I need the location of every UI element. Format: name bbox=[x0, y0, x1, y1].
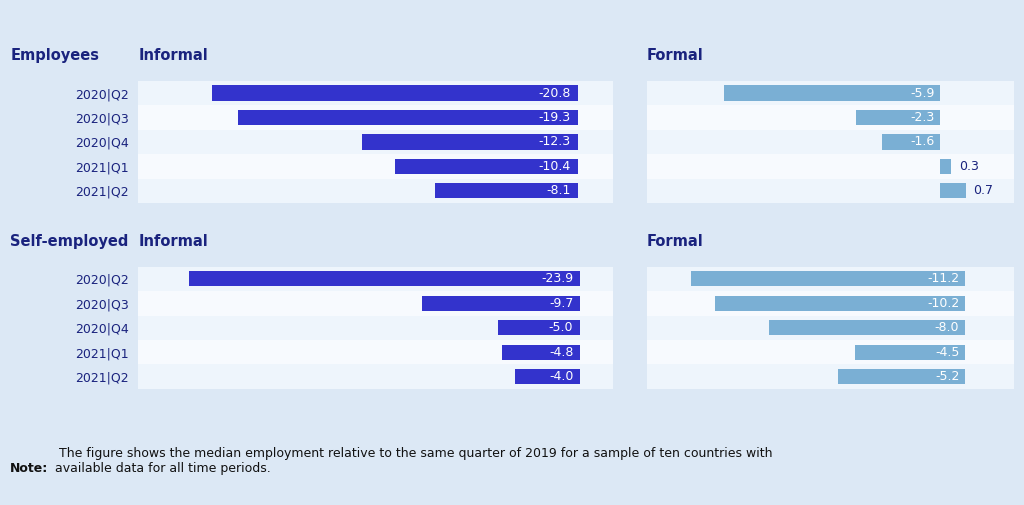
Bar bbox=[395, 159, 578, 174]
Text: -19.3: -19.3 bbox=[539, 111, 570, 124]
Bar bbox=[435, 183, 578, 198]
Text: -11.2: -11.2 bbox=[927, 272, 959, 285]
Bar bbox=[138, 340, 613, 365]
Bar bbox=[647, 179, 1014, 203]
Text: -9.7: -9.7 bbox=[549, 297, 573, 310]
Text: -20.8: -20.8 bbox=[539, 86, 570, 99]
Text: -8.1: -8.1 bbox=[547, 184, 570, 197]
Text: -5.0: -5.0 bbox=[549, 321, 573, 334]
Bar bbox=[422, 296, 581, 311]
Bar bbox=[647, 291, 1014, 316]
Bar bbox=[138, 267, 613, 291]
Bar bbox=[138, 154, 613, 179]
Bar bbox=[502, 344, 581, 360]
Text: -5.9: -5.9 bbox=[910, 86, 935, 99]
Bar bbox=[691, 271, 965, 286]
Bar bbox=[239, 110, 578, 125]
Text: -8.0: -8.0 bbox=[935, 321, 959, 334]
Bar bbox=[716, 296, 965, 311]
Text: The figure shows the median employment relative to the same quarter of 2019 for : The figure shows the median employment r… bbox=[55, 447, 773, 475]
Bar bbox=[138, 130, 613, 154]
Text: Informal: Informal bbox=[138, 234, 208, 249]
Text: -10.2: -10.2 bbox=[927, 297, 959, 310]
Bar bbox=[940, 159, 951, 174]
Bar bbox=[940, 183, 966, 198]
Text: -4.8: -4.8 bbox=[549, 346, 573, 359]
Text: -12.3: -12.3 bbox=[539, 135, 570, 148]
Text: -23.9: -23.9 bbox=[541, 272, 573, 285]
Text: 0.7: 0.7 bbox=[974, 184, 993, 197]
Bar bbox=[138, 179, 613, 203]
Bar bbox=[647, 154, 1014, 179]
Text: -5.2: -5.2 bbox=[935, 370, 959, 383]
Text: -4.5: -4.5 bbox=[935, 346, 959, 359]
Bar bbox=[212, 85, 578, 100]
Bar bbox=[724, 85, 940, 100]
Text: Formal: Formal bbox=[647, 48, 703, 63]
Bar bbox=[138, 105, 613, 130]
Text: 0.3: 0.3 bbox=[958, 160, 979, 173]
Bar bbox=[138, 365, 613, 389]
Text: -4.0: -4.0 bbox=[549, 370, 573, 383]
Bar bbox=[189, 271, 581, 286]
Bar bbox=[647, 267, 1014, 291]
Bar bbox=[499, 320, 581, 335]
Bar bbox=[882, 134, 940, 149]
Text: -1.6: -1.6 bbox=[910, 135, 935, 148]
Bar bbox=[856, 110, 940, 125]
Bar bbox=[647, 81, 1014, 105]
Bar bbox=[855, 344, 965, 360]
Bar bbox=[647, 316, 1014, 340]
Text: Employees: Employees bbox=[10, 48, 99, 63]
Bar bbox=[647, 340, 1014, 365]
Bar bbox=[361, 134, 578, 149]
Text: Informal: Informal bbox=[138, 48, 208, 63]
Bar bbox=[647, 130, 1014, 154]
Text: -2.3: -2.3 bbox=[910, 111, 935, 124]
Bar bbox=[138, 291, 613, 316]
Text: Formal: Formal bbox=[647, 234, 703, 249]
Text: Note:: Note: bbox=[10, 462, 48, 475]
Bar bbox=[647, 105, 1014, 130]
Bar bbox=[769, 320, 965, 335]
Bar bbox=[138, 316, 613, 340]
Bar bbox=[647, 365, 1014, 389]
Bar bbox=[138, 81, 613, 105]
Text: Self-employed: Self-employed bbox=[10, 234, 129, 249]
Bar bbox=[838, 369, 965, 384]
Bar bbox=[515, 369, 581, 384]
Text: -10.4: -10.4 bbox=[539, 160, 570, 173]
